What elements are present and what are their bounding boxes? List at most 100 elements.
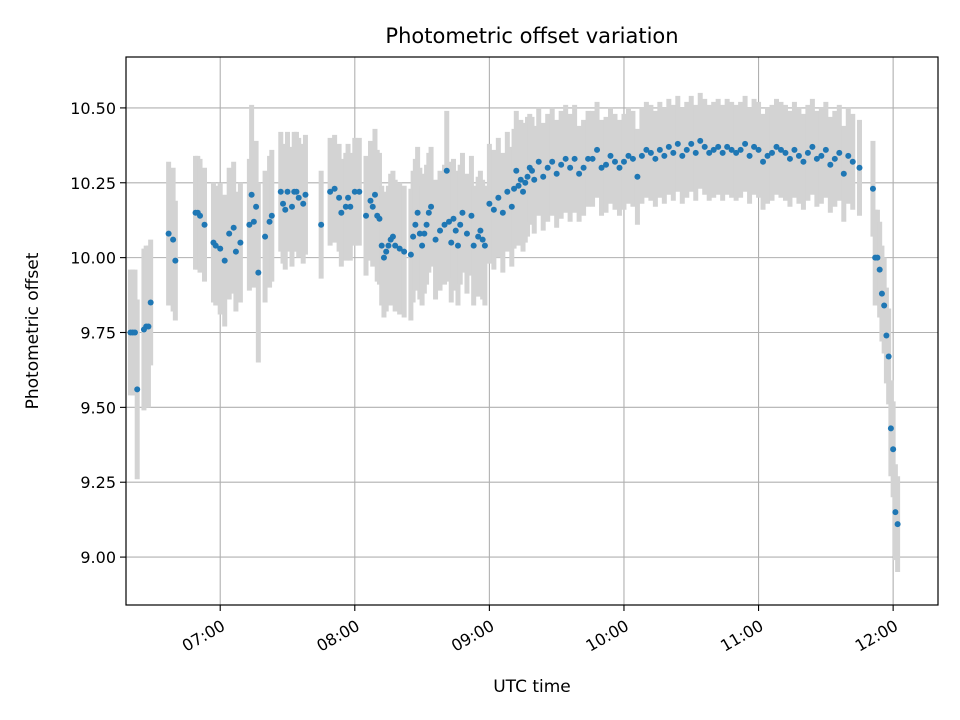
data-point xyxy=(827,161,834,168)
data-point xyxy=(448,239,455,246)
data-point xyxy=(221,257,228,264)
data-point xyxy=(432,236,439,243)
data-point xyxy=(524,173,531,180)
data-point xyxy=(268,212,275,219)
data-point xyxy=(849,158,856,165)
chart-title: Photometric offset variation xyxy=(385,24,678,48)
x-tick-label: 07:00 xyxy=(179,616,228,656)
data-point xyxy=(517,176,524,183)
data-point xyxy=(652,155,659,162)
data-point xyxy=(535,158,542,165)
data-point xyxy=(769,149,776,156)
data-point xyxy=(845,152,852,159)
data-point xyxy=(791,146,798,153)
data-point xyxy=(746,152,753,159)
y-tick-label: 9.50 xyxy=(80,398,116,417)
data-point xyxy=(284,188,291,195)
data-point xyxy=(255,269,262,276)
data-point xyxy=(710,146,717,153)
data-point xyxy=(874,254,881,261)
data-point xyxy=(813,155,820,162)
data-point xyxy=(885,353,892,360)
data-point xyxy=(692,149,699,156)
x-tick-label: 08:00 xyxy=(313,616,362,656)
data-point xyxy=(369,203,376,210)
data-point xyxy=(515,182,522,189)
data-point xyxy=(414,209,421,216)
data-point xyxy=(217,245,224,252)
data-point xyxy=(481,242,488,249)
plot-frame xyxy=(125,56,939,606)
data-point xyxy=(567,164,574,171)
data-point xyxy=(661,152,668,159)
data-point xyxy=(607,152,614,159)
data-point xyxy=(831,155,838,162)
data-point xyxy=(371,191,378,198)
y-tick-label: 10.50 xyxy=(70,99,116,118)
data-point xyxy=(585,155,592,162)
data-point xyxy=(670,149,677,156)
data-point xyxy=(571,155,578,162)
data-point xyxy=(246,221,253,228)
data-point xyxy=(347,203,354,210)
data-point xyxy=(342,203,349,210)
data-point xyxy=(475,233,482,240)
data-point xyxy=(656,146,663,153)
data-point xyxy=(818,152,825,159)
data-point xyxy=(876,266,883,273)
data-point xyxy=(412,221,419,228)
data-point xyxy=(764,152,771,159)
data-point xyxy=(410,233,417,240)
data-point xyxy=(795,152,802,159)
y-tick-label: 9.00 xyxy=(80,548,116,567)
data-point xyxy=(755,146,762,153)
data-point xyxy=(697,137,704,144)
data-point xyxy=(531,176,538,183)
data-point xyxy=(302,191,309,198)
data-point xyxy=(457,221,464,228)
data-point xyxy=(376,215,383,222)
x-tick-label: 12:00 xyxy=(852,616,901,656)
data-point xyxy=(280,200,287,207)
data-point xyxy=(425,209,432,216)
data-point xyxy=(733,149,740,156)
data-point xyxy=(715,143,722,150)
data-point xyxy=(197,212,204,219)
data-point xyxy=(598,164,605,171)
data-point xyxy=(463,230,470,237)
data-point xyxy=(367,197,374,204)
data-point xyxy=(253,203,260,210)
data-point xyxy=(380,254,387,261)
data-point xyxy=(544,164,551,171)
data-point xyxy=(378,242,385,249)
data-point xyxy=(383,248,390,255)
data-point xyxy=(295,194,302,201)
data-point xyxy=(773,143,780,150)
data-point xyxy=(611,158,618,165)
data-point xyxy=(822,146,829,153)
data-point xyxy=(553,170,560,177)
data-point xyxy=(504,188,511,195)
data-point xyxy=(288,203,295,210)
data-point xyxy=(262,233,269,240)
data-point xyxy=(558,161,565,168)
data-point xyxy=(165,230,172,237)
data-point xyxy=(638,152,645,159)
data-point xyxy=(719,149,726,156)
data-point xyxy=(416,230,423,237)
data-point xyxy=(706,149,713,156)
data-point xyxy=(145,323,152,330)
data-point xyxy=(562,155,569,162)
data-point xyxy=(479,236,486,243)
data-point xyxy=(529,167,535,174)
data-point xyxy=(890,446,897,453)
data-point xyxy=(878,290,885,297)
data-point xyxy=(782,149,789,156)
data-point xyxy=(499,209,506,216)
data-point xyxy=(804,149,811,156)
data-point xyxy=(134,386,141,393)
data-point xyxy=(594,146,601,153)
data-point xyxy=(840,170,847,177)
data-point xyxy=(172,257,179,264)
data-point xyxy=(883,332,890,339)
